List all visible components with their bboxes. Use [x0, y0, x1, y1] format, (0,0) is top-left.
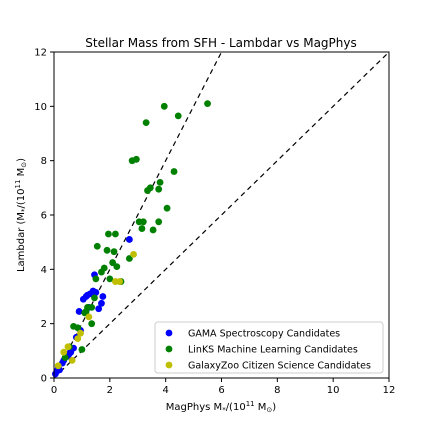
x-tick-label: 4: [162, 385, 168, 396]
point-series2-18: [113, 263, 121, 271]
x-tick-label: 0: [51, 385, 57, 396]
point-series2-22: [132, 155, 140, 163]
point-series2-2: [74, 324, 82, 332]
point-series2-9: [93, 242, 101, 250]
point-series1-24: [98, 299, 105, 307]
y-axis: 0 2 4 6 8 10 12: [34, 48, 54, 385]
point-series2-13: [105, 230, 112, 238]
x-tick-label: 8: [274, 385, 280, 396]
point-series3-5: [74, 335, 82, 343]
x-tick-label: 6: [218, 385, 224, 396]
point-series2-3: [78, 346, 86, 353]
plot-points: [51, 100, 211, 378]
point-series2-31: [155, 185, 163, 193]
reference-line-2: [53, 51, 223, 379]
point-series3-10: [130, 250, 137, 258]
point-series2-40: [82, 308, 90, 315]
point-series3-3: [64, 343, 72, 351]
point-series2-33: [160, 102, 168, 110]
point-series2-20: [125, 255, 133, 262]
point-series2-14: [106, 275, 114, 283]
point-series3-9: [116, 278, 124, 285]
y-tick-label: 0: [41, 374, 47, 385]
point-series2-41: [88, 303, 96, 311]
point-series1-13: [75, 308, 83, 315]
legend-marker-3: [165, 361, 173, 369]
x-tick-label: 12: [383, 385, 396, 396]
point-series2-35: [170, 168, 178, 175]
y-tick-label: 10: [34, 102, 47, 113]
point-series2-37: [204, 100, 211, 108]
y-tick-label: 8: [41, 156, 47, 167]
point-series1-22: [92, 289, 100, 296]
legend-marker-2: [165, 345, 173, 353]
point-series1-25: [99, 293, 107, 300]
point-series3-2: [60, 348, 68, 356]
y-axis-label: Lambdar (M*/(1011 M⊙): [14, 158, 28, 272]
point-series3-4: [68, 356, 76, 364]
point-series2-15: [109, 259, 117, 266]
point-series2-11: [100, 264, 108, 272]
point-series2-29: [149, 226, 157, 234]
point-series2-32: [156, 179, 164, 186]
point-series2-12: [103, 246, 111, 254]
x-axis: 0 2 4 6 8 10 12: [51, 378, 396, 396]
point-series2-30: [155, 218, 163, 226]
y-tick-label: 6: [41, 211, 47, 222]
point-series3-7: [85, 313, 93, 321]
legend-box: [154, 321, 384, 374]
point-series2-34: [163, 204, 171, 212]
x-tick-label: 2: [107, 385, 113, 396]
point-series3-6: [77, 329, 84, 337]
legend-label-2: LinKS Machine Learning Candidates: [188, 345, 358, 356]
y-tick-label: 12: [34, 48, 47, 59]
point-series2-7: [91, 294, 98, 302]
x-tick-label: 10: [327, 385, 340, 396]
point-series2-6: [88, 320, 96, 328]
reference-line-1: [53, 51, 390, 379]
point-series2-25: [139, 218, 147, 226]
point-series3-1: [54, 362, 62, 370]
point-series2-16: [110, 248, 118, 256]
y-tick-label: 2: [41, 319, 47, 330]
legend-marker-1: [165, 329, 173, 337]
chart-title: Stellar Mass from SFH - Lambdar vs MagPh…: [85, 36, 357, 50]
x-axis-label: MagPhys M*/(1011 M⊙): [166, 400, 277, 414]
legend: GAMA Spectroscopy Candidates LinKS Machin…: [154, 321, 384, 374]
point-series2-28: [146, 184, 154, 192]
legend-label-3: GalaxyZoo Citizen Science Candidates: [188, 361, 371, 372]
point-series2-26: [142, 119, 150, 127]
point-series2-24: [138, 225, 146, 232]
reference-lines: [53, 51, 390, 379]
point-series2-36: [174, 112, 182, 120]
point-series1-23: [95, 305, 103, 313]
point-series2-38: [61, 354, 69, 362]
y-tick-label: 4: [41, 265, 47, 276]
point-series1-26: [125, 236, 133, 243]
point-series2-8: [92, 275, 100, 283]
legend-label-1: GAMA Spectroscopy Candidates: [188, 329, 340, 340]
point-series2-17: [112, 230, 119, 238]
